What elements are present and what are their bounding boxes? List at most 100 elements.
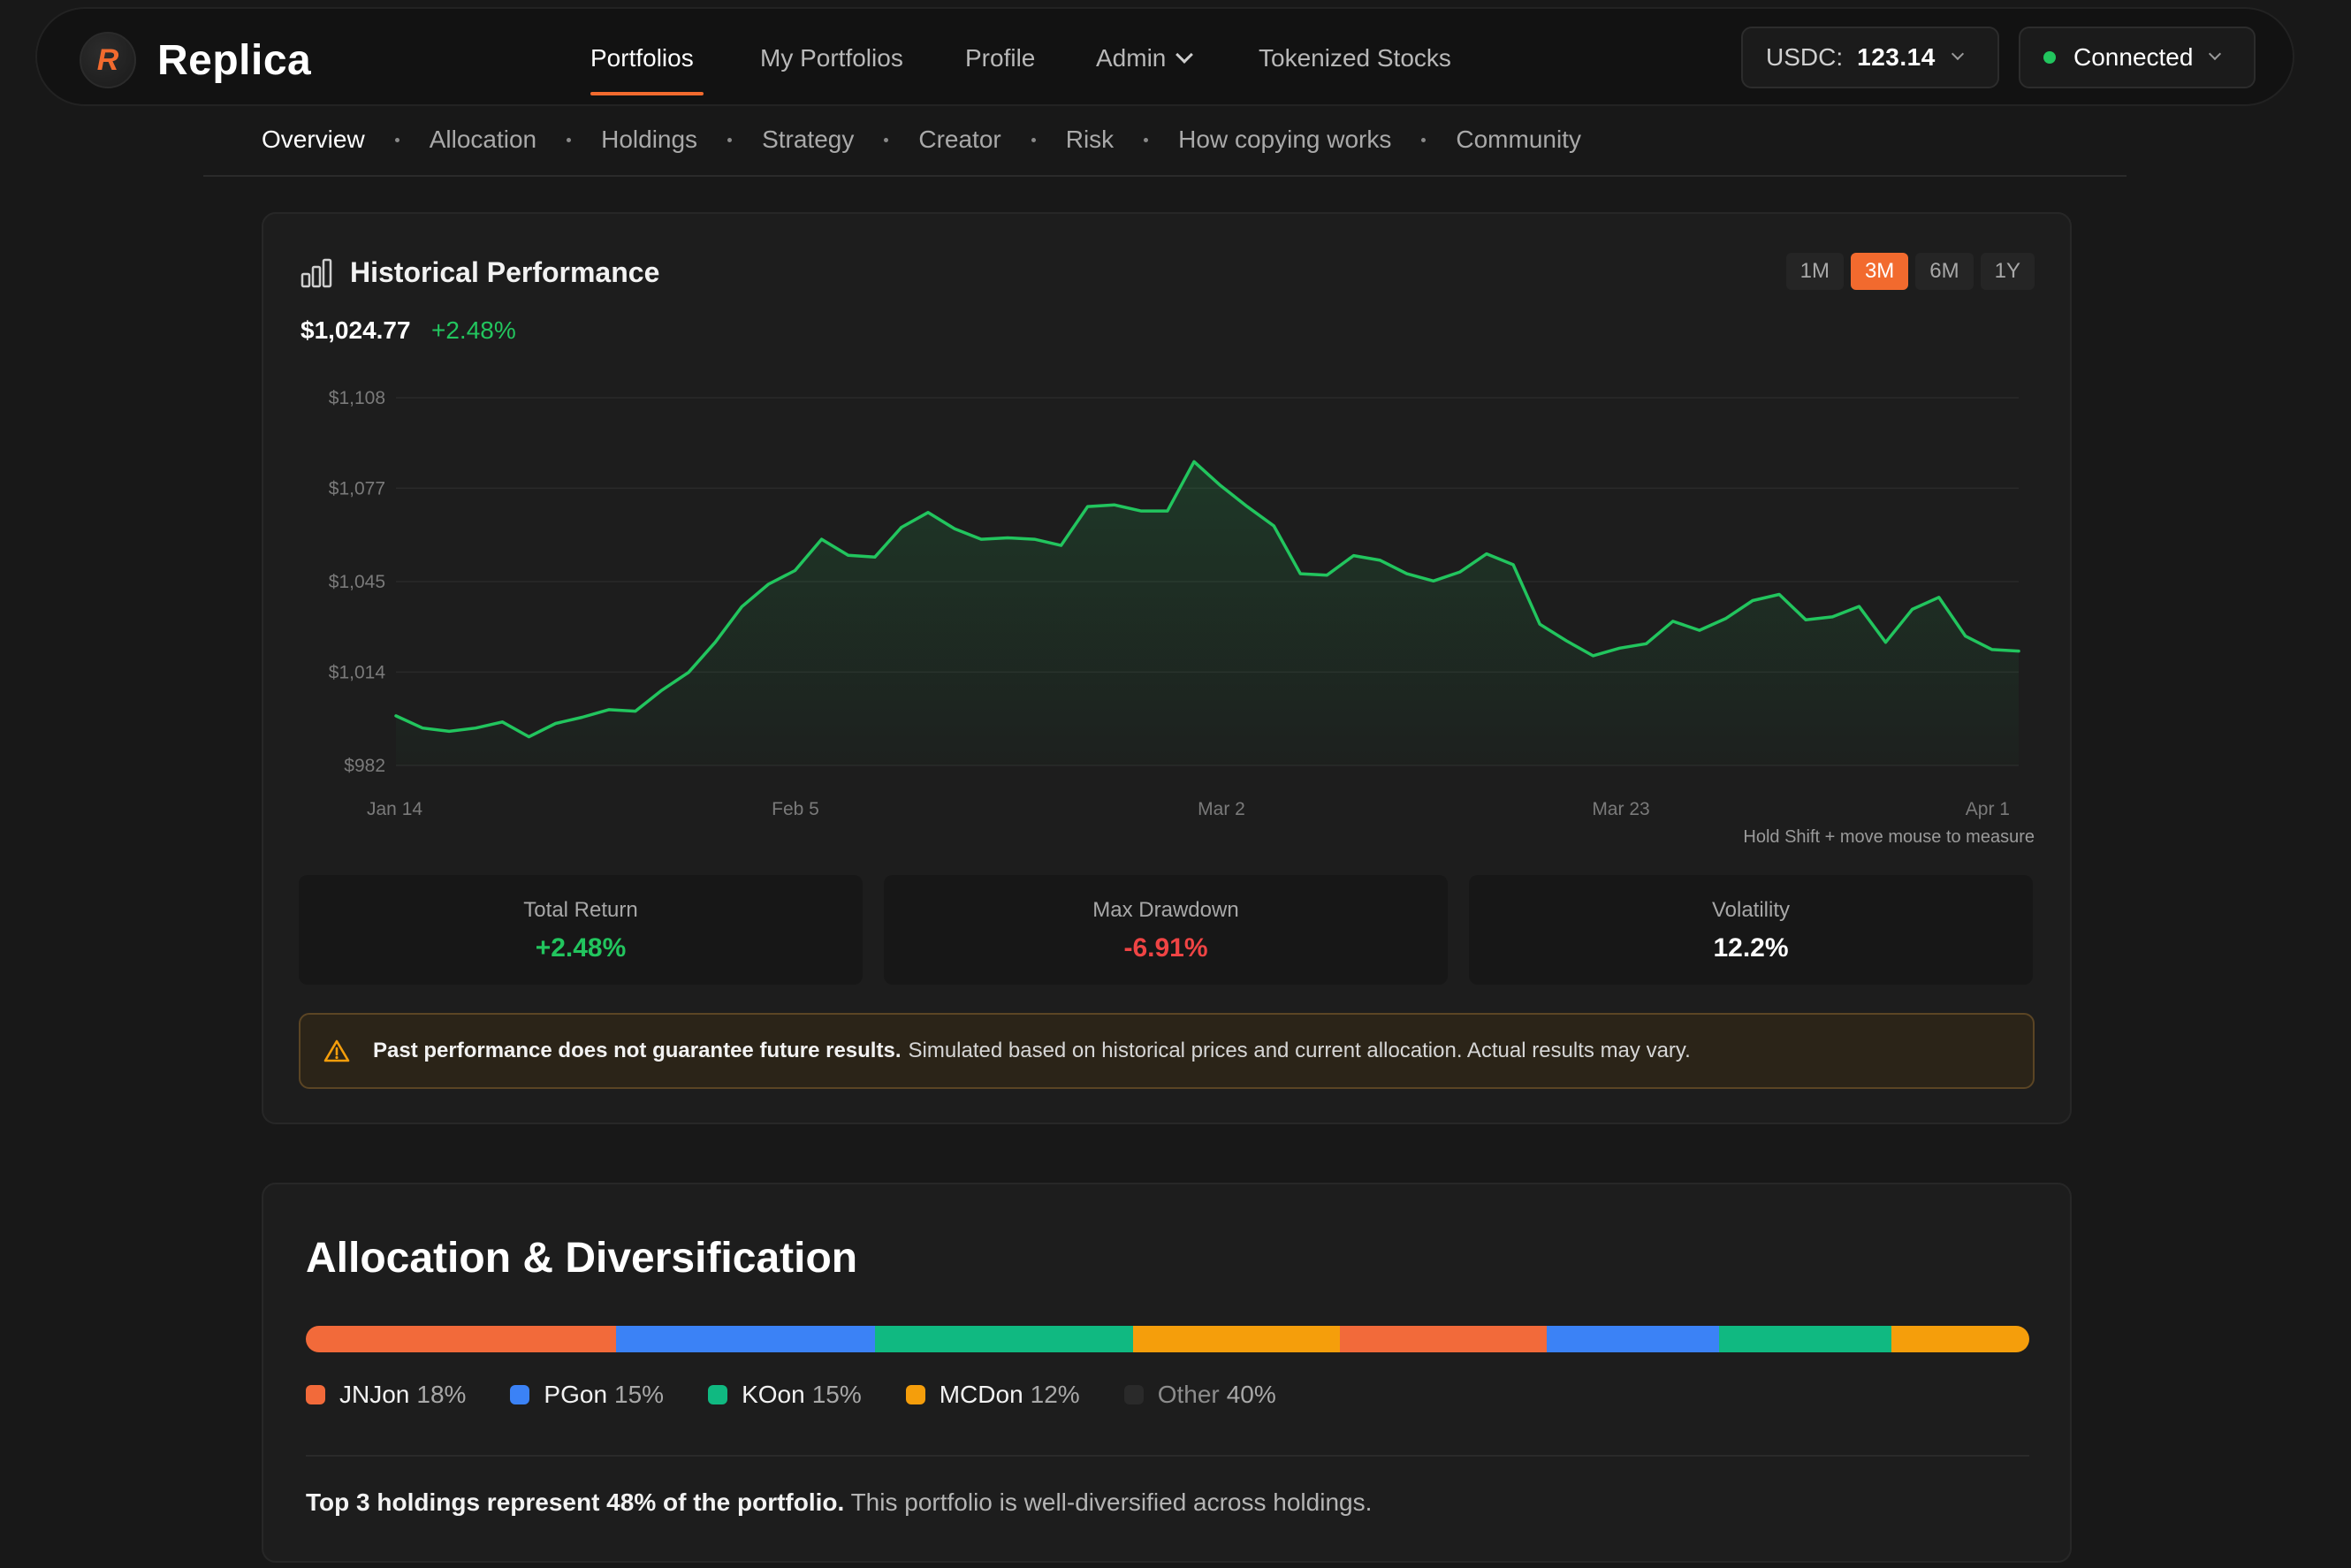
connection-status-button[interactable]: Connected [2019,27,2256,88]
wallet-balance-value: 123.14 [1857,43,1936,71]
legend-item-other: Other 40% [1123,1381,1276,1409]
stat-volatility: Volatility 12.2% [1469,875,2033,985]
stat-label: Total Return [523,898,638,922]
allocation-bar[interactable] [306,1326,2029,1352]
legend-item-mcdon: MCDon 12% [905,1381,1080,1409]
allocation-segment[interactable] [1891,1326,2029,1352]
nav-admin[interactable]: Admin [1096,44,1194,72]
subtab-allocation[interactable]: Allocation [429,126,537,153]
allocation-segment[interactable] [1340,1326,1547,1352]
allocation-segment[interactable] [1547,1326,1719,1352]
series-line [394,460,2020,739]
historical-performance-card: Historical Performance 1M 3M 6M 1Y $1,02… [262,212,2072,1124]
y-tick-label: $1,077 [329,478,385,499]
allocation-segment[interactable] [616,1326,875,1352]
connection-status-label: Connected [2073,43,2194,71]
top-navbar: R Replica Portfolios My Portfolios Profi… [35,7,2294,106]
allocation-segment[interactable] [306,1326,616,1352]
y-tick-label: $1,108 [329,388,385,408]
legend-pct: 40% [1226,1381,1276,1408]
nav-admin-label: Admin [1096,44,1167,72]
allocation-summary-bold: Top 3 holdings represent 48% of the port… [306,1488,845,1516]
time-range-selector: 1M 3M 6M 1Y [1779,253,2035,290]
portfolio-change: +2.48% [431,316,516,344]
series-area [396,461,2019,765]
x-tick-label: Apr 1 [1966,799,2010,819]
subtab-how-copying-works[interactable]: How copying works [1178,126,1392,153]
stat-label: Max Drawdown [1092,898,1239,922]
stat-value: -6.91% [1123,933,1208,963]
nav-active-indicator [590,92,704,95]
main-nav: Portfolios My Portfolios Profile Admin T… [37,9,2293,104]
stat-label: Volatility [1711,898,1791,922]
x-tick-label: Jan 14 [367,799,422,819]
y-tick-label: $1,045 [329,572,385,592]
legend-pct: 18% [416,1381,467,1408]
allocation-title: Allocation & Diversification [306,1235,858,1282]
brand-logo: R [80,32,136,88]
nav-portfolios[interactable]: Portfolios [590,44,694,72]
subtabs-divider [203,175,2127,177]
legend-name: PGon [544,1381,608,1408]
subtab-risk[interactable]: Risk [1065,126,1115,153]
legend-swatch [510,1385,530,1404]
performance-chart[interactable]: $1,108 $1,077 $1,045 $1,014 $982 Jan 14 Feb 5 M… [263,214,2070,833]
allocation-segment[interactable] [874,1326,1133,1352]
legend-name: MCDon [939,1381,1023,1408]
legend-swatch [905,1385,925,1404]
legend-name: Other [1157,1381,1220,1408]
allocation-summary-text: This portfolio is well-diversified acros… [850,1488,1373,1516]
allocation-summary: Top 3 holdings represent 48% of the port… [306,1488,1372,1517]
disclaimer-bold: Past performance does not guarantee futu… [373,1039,902,1062]
wallet-balance-button[interactable]: USDC: 123.14 [1741,27,1999,88]
bar-chart-icon [301,258,332,287]
legend-pct: 15% [811,1381,862,1408]
y-tick-label: $982 [344,756,385,776]
allocation-legend: JNJon 18% PGon 15% KOon 15% MCDon 12% Ot… [306,1381,1320,1409]
allocation-divider [306,1455,2029,1457]
subtab-separator [1144,137,1149,142]
chevron-down-icon [1951,47,1964,61]
nav-my-portfolios[interactable]: My Portfolios [760,44,903,72]
subtab-separator [884,137,889,142]
performance-title: Historical Performance [350,256,660,288]
legend-name: JNJon [339,1381,410,1408]
brand[interactable]: R Replica [80,32,311,88]
allocation-card: Allocation & Diversification JNJon 18% P… [262,1183,2072,1563]
legend-name: KOon [742,1381,805,1408]
legend-item-pgon: PGon 15% [510,1381,664,1409]
range-6m[interactable]: 6M [1915,253,1974,290]
allocation-segment[interactable] [1719,1326,1891,1352]
wallet-currency-label: USDC: [1766,43,1844,71]
subtab-holdings[interactable]: Holdings [601,126,698,153]
subtab-separator [394,137,399,142]
legend-swatch [306,1385,325,1404]
nav-tokenized-stocks[interactable]: Tokenized Stocks [1259,44,1451,72]
subtab-overview[interactable]: Overview [262,126,365,153]
y-tick-label: $1,014 [329,662,386,682]
range-3m[interactable]: 3M [1850,253,1909,290]
performance-header: Historical Performance [301,256,659,289]
nav-profile[interactable]: Profile [965,44,1036,72]
disclaimer-text: Simulated based on historical prices and… [908,1039,1691,1062]
portfolio-value: $1,024.77 [301,316,411,344]
portfolio-subtabs: Overview Allocation Holdings Strategy Cr… [262,122,1581,157]
subtab-creator[interactable]: Creator [918,126,1001,153]
subtab-separator [1421,137,1427,142]
chevron-down-icon [1176,46,1194,64]
chevron-down-icon [2209,47,2222,61]
subtab-community[interactable]: Community [1456,126,1581,153]
range-1y[interactable]: 1Y [1980,253,2035,290]
legend-item-jnjon: JNJon 18% [306,1381,466,1409]
brand-name: Replica [157,36,312,84]
chart-measure-hint: Hold Shift + move mouse to measure [1743,827,2035,847]
legend-pct: 15% [614,1381,665,1408]
subtab-strategy[interactable]: Strategy [762,126,855,153]
allocation-segment[interactable] [1133,1326,1340,1352]
legend-swatch [1123,1385,1144,1404]
x-tick-label: Mar 2 [1198,799,1245,819]
range-1m[interactable]: 1M [1785,253,1844,290]
stat-value: +2.48% [535,933,627,963]
subtab-separator [727,137,733,142]
stat-max-drawdown: Max Drawdown -6.91% [884,875,1448,985]
